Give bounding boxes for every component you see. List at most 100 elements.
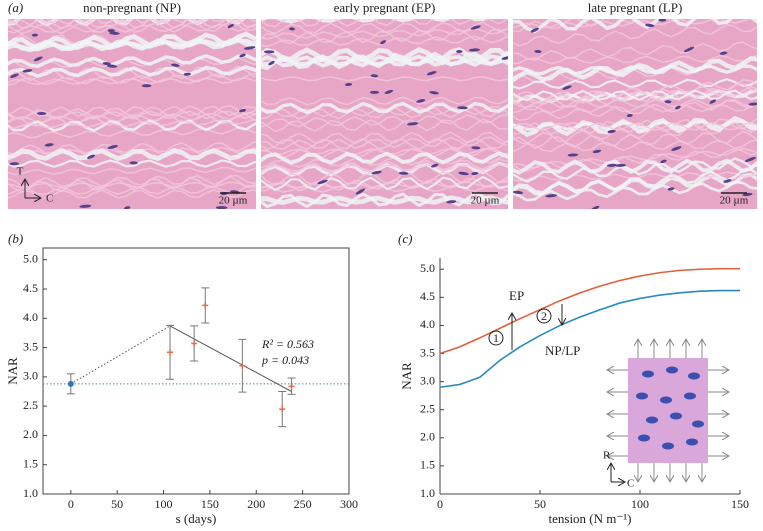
tissue-fiber xyxy=(261,158,508,174)
nucleus xyxy=(468,48,480,52)
tissue-fiber xyxy=(513,180,757,202)
axis-letter: C xyxy=(627,478,634,490)
cell xyxy=(646,416,658,424)
data-point xyxy=(167,349,174,356)
tissue-fiber xyxy=(513,147,757,169)
x-tick-label: 200 xyxy=(247,497,265,511)
data-point xyxy=(288,383,295,390)
tissue-fiber xyxy=(8,159,256,168)
nucleus xyxy=(607,129,616,134)
tissue-fiber xyxy=(513,130,757,150)
cell xyxy=(670,412,682,420)
tissue-fiber xyxy=(8,185,256,196)
tissue-fiber xyxy=(261,19,508,28)
x-axis-label: s (days) xyxy=(176,511,217,526)
histology-image xyxy=(261,19,508,209)
y-tick-label: 3.0 xyxy=(420,373,435,387)
nucleus xyxy=(10,73,19,78)
tissue-fiber xyxy=(8,72,256,86)
nucleus xyxy=(398,171,409,175)
nucleus xyxy=(183,72,191,76)
x-tick-label: 100 xyxy=(155,497,173,511)
nucleus xyxy=(371,170,382,175)
nucleus xyxy=(530,27,539,33)
y-tick-label: 1.0 xyxy=(420,486,435,500)
cell xyxy=(636,392,648,400)
trend-line xyxy=(70,325,171,385)
nucleus xyxy=(102,62,111,66)
cell xyxy=(642,370,654,378)
step-circle xyxy=(488,330,504,346)
scale-bar-label: 20 µm xyxy=(471,195,500,207)
scale-bar-label: 20 µm xyxy=(720,195,749,207)
cell xyxy=(684,392,696,400)
y-tick-label: 3.0 xyxy=(23,369,38,383)
tissue-fiber xyxy=(513,19,757,34)
nucleus xyxy=(106,64,118,68)
tissue-fiber xyxy=(513,23,757,47)
nucleus xyxy=(446,200,457,204)
tissue-fiber xyxy=(513,98,757,109)
tissue-fiber xyxy=(261,170,508,187)
tissue-fiber xyxy=(261,136,508,151)
curve xyxy=(439,289,740,389)
tissue-fiber xyxy=(513,56,757,83)
nucleus xyxy=(513,190,524,194)
nucleus xyxy=(107,145,118,149)
nucleus xyxy=(645,23,655,28)
tissue-fiber xyxy=(513,99,757,121)
nucleus xyxy=(545,194,558,198)
cell xyxy=(660,396,672,404)
tissue-fiber xyxy=(8,19,256,30)
nucleus xyxy=(243,46,256,50)
nucleus xyxy=(675,105,681,110)
tissue-fiber xyxy=(261,27,508,40)
y-tick-label: 2.5 xyxy=(23,398,38,412)
x-tick-label: 150 xyxy=(731,497,749,511)
axis-letter: R xyxy=(603,450,611,462)
tissue-fiber xyxy=(513,64,757,76)
tissue-fiber xyxy=(8,175,256,194)
tissue-fiber xyxy=(8,118,256,129)
data-point xyxy=(239,362,246,369)
tissue-fiber xyxy=(513,83,757,111)
nucleus xyxy=(567,153,579,157)
data-point xyxy=(279,406,286,413)
nucleus xyxy=(709,99,717,104)
x-axis-label: tension (N m⁻¹) xyxy=(549,511,632,526)
tissue-fiber xyxy=(513,115,757,138)
tissue-fiber xyxy=(8,119,256,133)
tissue-fiber xyxy=(261,148,508,156)
plot-frame xyxy=(42,247,350,495)
trend-line xyxy=(169,325,292,392)
y-tick-label: 3.5 xyxy=(420,345,435,359)
nucleus xyxy=(431,163,439,168)
tissue-fiber xyxy=(261,137,508,151)
tissue-fiber xyxy=(261,106,508,118)
y-tick-label: 2.5 xyxy=(420,401,435,415)
tissue-fiber xyxy=(261,54,508,68)
nucleus xyxy=(268,60,275,66)
tissue-fiber xyxy=(513,168,757,196)
nucleus xyxy=(9,162,20,166)
y-axis-label: NAR xyxy=(5,357,20,385)
nucleus xyxy=(215,206,228,209)
tissue-fiber xyxy=(261,75,508,82)
tissue-fiber xyxy=(513,19,673,33)
nucleus xyxy=(239,53,246,58)
nucleus xyxy=(626,113,633,118)
nucleus xyxy=(534,50,542,54)
annotation: p = 0.043 xyxy=(261,353,309,367)
tissue-fiber xyxy=(8,77,256,86)
tissue-fiber xyxy=(8,104,256,121)
panel-label: (a) xyxy=(8,0,23,15)
nucleus xyxy=(590,205,600,209)
nucleus xyxy=(288,27,295,31)
nucleus xyxy=(317,179,328,185)
tissue-fiber xyxy=(261,19,508,24)
tissue-fiber xyxy=(261,21,508,35)
nucleus xyxy=(33,56,43,62)
nucleus xyxy=(470,25,481,30)
tissue-fiber xyxy=(261,176,508,192)
